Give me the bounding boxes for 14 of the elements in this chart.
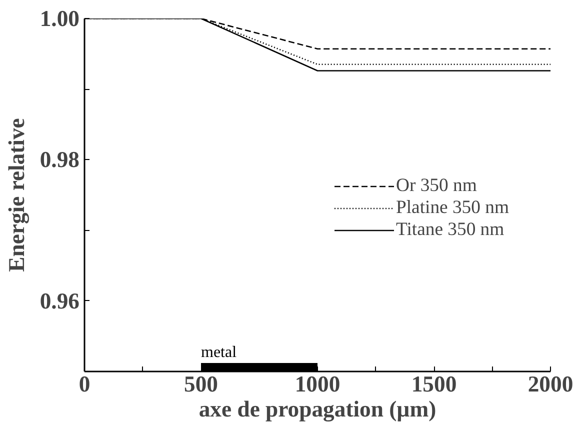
y-axis-title: Energie relative [4, 118, 29, 272]
legend-label: Or 350 nm [396, 175, 477, 197]
y-tick-label: 0.98 [40, 147, 80, 172]
x-tick-label: 0 [78, 372, 90, 396]
x-tick-label: 1000 [294, 372, 340, 396]
legend-label: Platine 350 nm [396, 197, 509, 219]
x-tick-label: 2000 [528, 372, 574, 396]
x-tick-label: 500 [184, 372, 218, 396]
legend-label: Titane 350 nm [396, 219, 504, 241]
y-tick-label: 1.00 [40, 6, 80, 31]
y-tick-label: 0.96 [40, 288, 80, 314]
x-axis-title: axe de propagation (µm) [198, 396, 436, 422]
series-label: metal [201, 344, 238, 362]
x-tick-label: 1500 [411, 372, 457, 396]
